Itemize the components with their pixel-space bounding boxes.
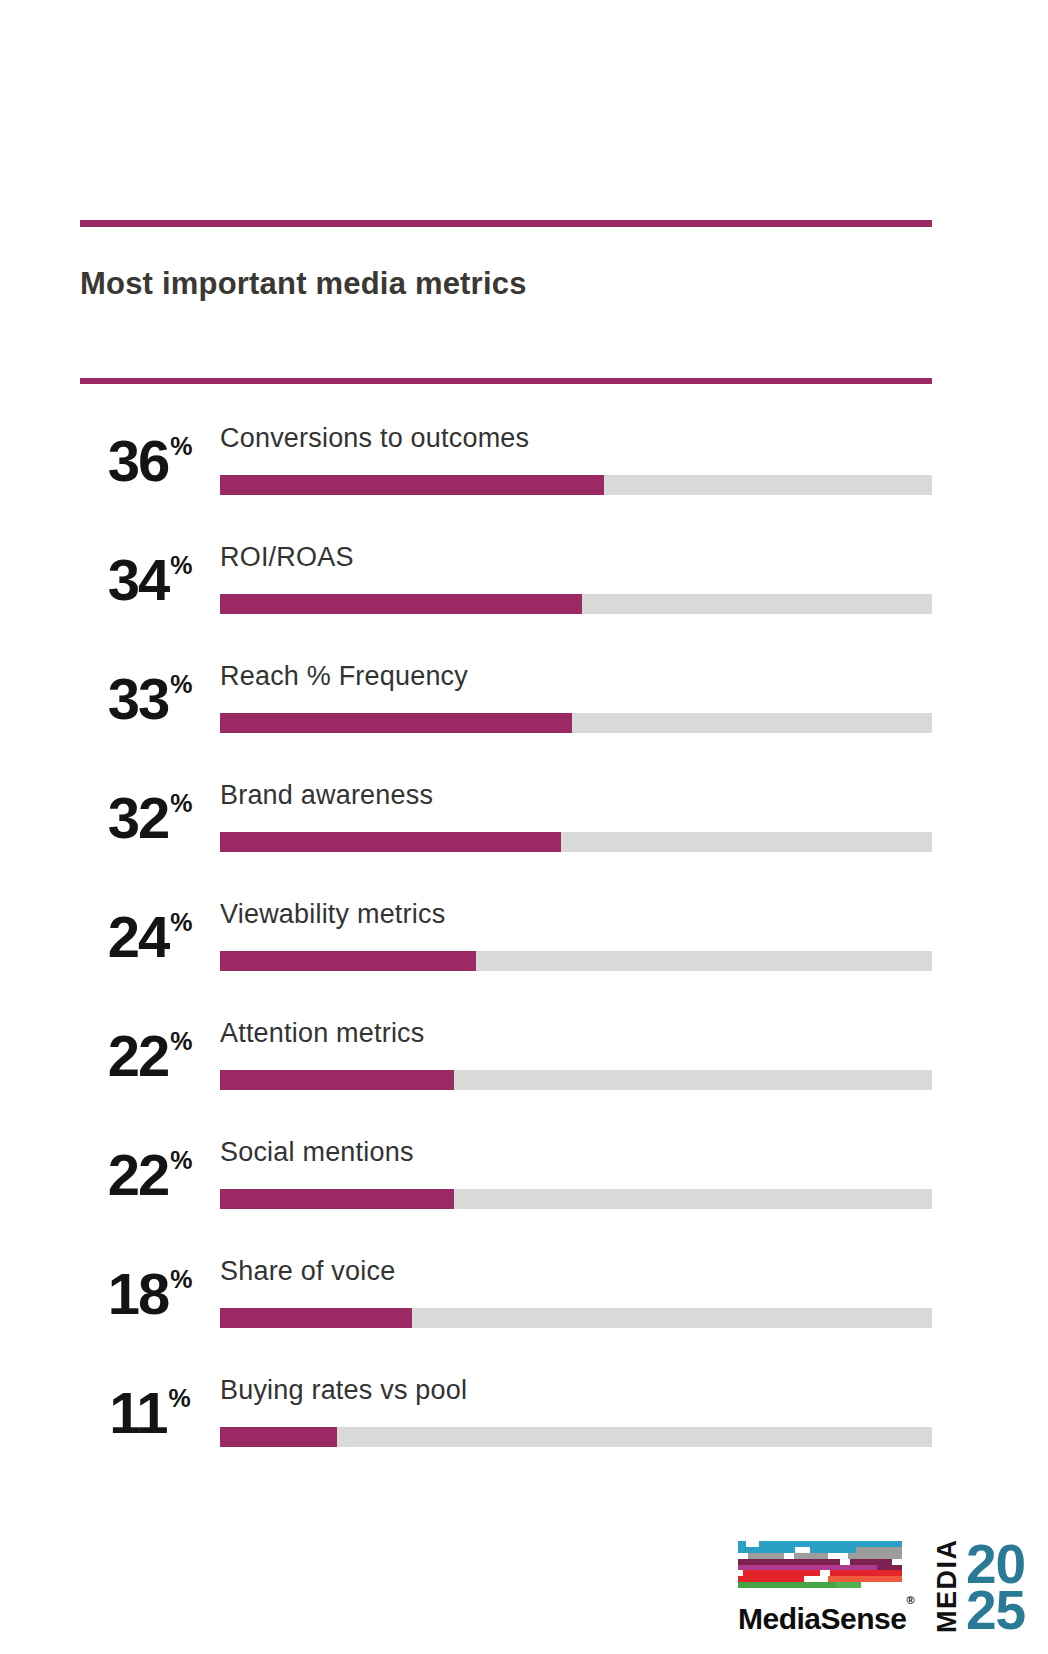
bar-track: [220, 1427, 932, 1447]
metric-label: Buying rates vs pool: [220, 1375, 467, 1406]
metric-value-cell: 36%: [80, 427, 220, 494]
metric-value-cell: 22%: [80, 1141, 220, 1208]
metric-value-cell: 11%: [80, 1379, 220, 1446]
metric-label: Attention metrics: [220, 1018, 424, 1049]
metric-row: 36% Conversions to outcomes: [80, 405, 932, 524]
percent-sign: %: [170, 432, 192, 460]
metric-row: 22% Attention metrics: [80, 1000, 932, 1119]
mediasense-wordmark: MediaSense®: [738, 1602, 904, 1636]
metric-value: 24: [108, 904, 169, 969]
percent-sign: %: [170, 789, 192, 817]
bar-track: [220, 713, 932, 733]
metric-label: Viewability metrics: [220, 899, 445, 930]
metric-label: Social mentions: [220, 1137, 414, 1168]
bar-track: [220, 1070, 932, 1090]
percent-sign: %: [170, 1027, 192, 1055]
metric-label: Reach % Frequency: [220, 661, 468, 692]
metric-value: 11: [109, 1380, 166, 1445]
percent-sign: %: [170, 908, 192, 936]
mediasense-logo: MediaSense®: [738, 1541, 904, 1636]
bar-track: [220, 594, 932, 614]
mediasense-stripes-icon: [738, 1541, 902, 1588]
percent-sign: %: [170, 1146, 192, 1174]
metric-row: 22% Social mentions: [80, 1119, 932, 1238]
top-divider: [80, 220, 932, 227]
metric-value: 34: [108, 547, 169, 612]
media-2025-logo: MEDIA 20 25: [934, 1541, 1025, 1636]
bar-fill: [220, 713, 572, 733]
metric-label: ROI/ROAS: [220, 542, 354, 573]
metric-value-cell: 24%: [80, 903, 220, 970]
metric-value: 33: [108, 666, 169, 731]
bar-track: [220, 951, 932, 971]
metric-value: 36: [108, 428, 169, 493]
metric-value-cell: 18%: [80, 1260, 220, 1327]
metric-value: 32: [108, 785, 169, 850]
metric-label: Share of voice: [220, 1256, 395, 1287]
bar-track: [220, 832, 932, 852]
metric-row: 11% Buying rates vs pool: [80, 1357, 932, 1476]
bar-fill: [220, 594, 582, 614]
page-title: Most important media metrics: [80, 266, 527, 302]
metric-label: Brand awareness: [220, 780, 433, 811]
metric-row: 24% Viewability metrics: [80, 881, 932, 1000]
bar-fill: [220, 832, 561, 852]
metric-row: 33% Reach % Frequency: [80, 643, 932, 762]
media-vertical-text: MEDIA: [934, 1541, 961, 1633]
bar-fill: [220, 1308, 412, 1328]
percent-sign: %: [169, 1384, 191, 1412]
year-bottom: 25: [966, 1587, 1025, 1633]
bar-track: [220, 475, 932, 495]
report-page: Most important media metrics 36% Convers…: [0, 0, 1048, 1654]
bar-track: [220, 1308, 932, 1328]
bar-fill: [220, 951, 476, 971]
metric-value-cell: 32%: [80, 784, 220, 851]
metric-value: 18: [108, 1261, 169, 1326]
percent-sign: %: [170, 1265, 192, 1293]
registered-mark: ®: [906, 1594, 914, 1606]
metric-label: Conversions to outcomes: [220, 423, 529, 454]
metric-value-cell: 34%: [80, 546, 220, 613]
bar-fill: [220, 1189, 454, 1209]
metrics-rows: 36% Conversions to outcomes 34% ROI/ROAS…: [80, 405, 932, 1476]
metric-value-cell: 22%: [80, 1022, 220, 1089]
percent-sign: %: [170, 670, 192, 698]
footer-logos: MediaSense® MEDIA 20 25: [738, 1541, 1025, 1636]
metric-value: 22: [108, 1023, 169, 1088]
percent-sign: %: [170, 551, 192, 579]
title-divider: [80, 378, 932, 384]
metric-row: 32% Brand awareness: [80, 762, 932, 881]
bar-fill: [220, 1427, 337, 1447]
bar-track: [220, 1189, 932, 1209]
media-2025-year: 20 25: [966, 1541, 1025, 1636]
metric-value-cell: 33%: [80, 665, 220, 732]
metric-row: 34% ROI/ROAS: [80, 524, 932, 643]
metric-row: 18% Share of voice: [80, 1238, 932, 1357]
bar-fill: [220, 475, 604, 495]
metric-value: 22: [108, 1142, 169, 1207]
bar-fill: [220, 1070, 454, 1090]
